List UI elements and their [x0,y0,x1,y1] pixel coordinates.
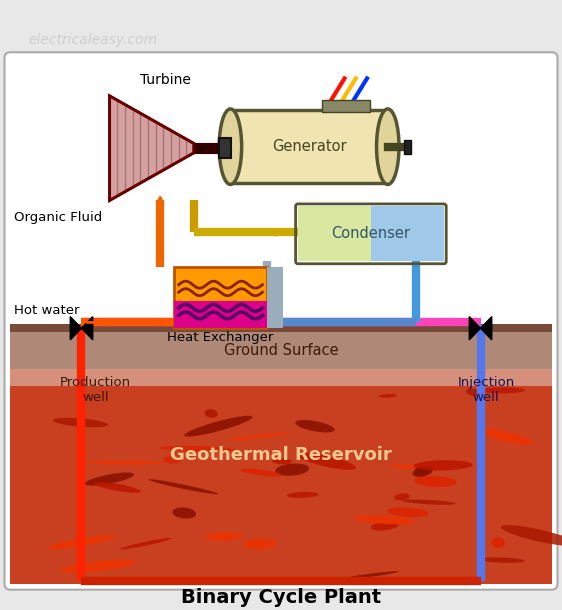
FancyBboxPatch shape [404,140,411,154]
Ellipse shape [148,479,218,494]
Ellipse shape [173,508,196,518]
Text: Binary Cycle Plant: Binary Cycle Plant [181,588,381,607]
FancyBboxPatch shape [4,52,558,590]
Ellipse shape [287,492,319,498]
Ellipse shape [413,468,430,477]
FancyBboxPatch shape [371,206,444,262]
Ellipse shape [244,539,277,550]
Ellipse shape [389,464,451,470]
FancyBboxPatch shape [10,58,552,325]
Ellipse shape [272,458,292,464]
Ellipse shape [184,416,252,437]
Ellipse shape [414,460,473,470]
Ellipse shape [492,537,505,548]
Text: electricaleasy.com: electricaleasy.com [28,32,157,46]
Text: Generator: Generator [272,139,346,154]
Text: Turbine: Turbine [140,73,192,87]
Text: Production
well: Production well [60,376,131,404]
Ellipse shape [414,476,456,487]
FancyBboxPatch shape [298,206,371,262]
Ellipse shape [85,473,134,486]
FancyBboxPatch shape [10,369,552,386]
Ellipse shape [395,493,410,500]
FancyBboxPatch shape [10,324,552,332]
Text: Heat Exchanger: Heat Exchanger [167,331,274,344]
Ellipse shape [241,468,282,476]
Ellipse shape [478,558,525,563]
FancyBboxPatch shape [174,267,267,328]
Ellipse shape [160,446,234,452]
Ellipse shape [226,432,291,440]
Ellipse shape [371,522,398,531]
Ellipse shape [120,538,171,550]
Polygon shape [110,96,194,201]
Ellipse shape [466,389,483,396]
FancyBboxPatch shape [10,386,552,584]
Ellipse shape [387,508,429,517]
Ellipse shape [205,533,244,541]
Text: Geothermal Reservoir: Geothermal Reservoir [170,447,392,464]
Polygon shape [469,317,492,340]
FancyBboxPatch shape [219,138,231,158]
Ellipse shape [479,387,525,393]
FancyBboxPatch shape [10,325,552,369]
Text: Condenser: Condenser [332,226,410,242]
Ellipse shape [481,429,533,445]
Text: Injection
well: Injection well [457,376,515,404]
Ellipse shape [163,456,181,464]
Text: Ground Surface: Ground Surface [224,343,338,357]
Ellipse shape [94,482,141,493]
Ellipse shape [60,560,136,573]
Polygon shape [70,317,93,340]
Text: Organic Fluid: Organic Fluid [14,211,102,224]
Ellipse shape [414,466,433,476]
Ellipse shape [47,536,116,549]
Ellipse shape [341,571,398,580]
Ellipse shape [402,500,456,504]
Ellipse shape [219,109,242,184]
FancyBboxPatch shape [267,267,283,328]
Ellipse shape [295,420,335,432]
FancyBboxPatch shape [322,100,370,112]
FancyBboxPatch shape [230,110,388,183]
Text: Hot water: Hot water [14,304,80,317]
Ellipse shape [205,409,218,418]
Ellipse shape [379,394,397,398]
Ellipse shape [377,109,399,184]
Ellipse shape [86,461,165,465]
Ellipse shape [297,453,356,470]
Ellipse shape [275,464,309,476]
Ellipse shape [501,525,562,546]
Ellipse shape [353,515,415,525]
Ellipse shape [53,418,108,427]
FancyBboxPatch shape [174,301,267,328]
